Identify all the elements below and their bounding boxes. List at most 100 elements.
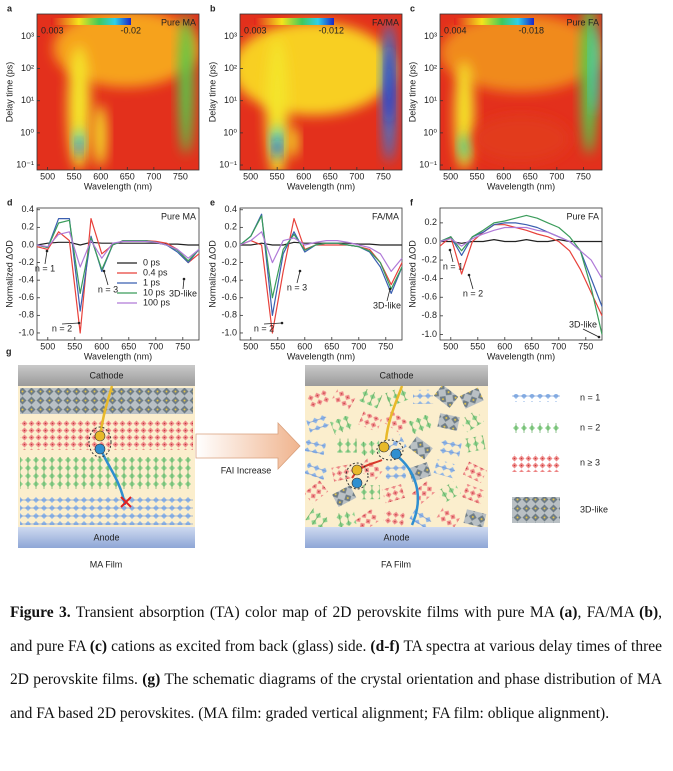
y-axis-label: Normalized ΔOD <box>407 240 417 308</box>
x-tick-label: 650 <box>324 341 339 351</box>
y-axis-label: Normalized ΔOD <box>207 240 217 308</box>
y-tick-label: 0.0 <box>224 239 237 249</box>
annotation-arrow <box>263 322 283 325</box>
x-tick-label: 750 <box>173 171 188 181</box>
colorbar <box>454 18 534 25</box>
series-line <box>440 239 602 244</box>
x-tick-label: 550 <box>67 171 82 181</box>
heatmap-feature <box>385 45 393 124</box>
panel-title: Pure FA <box>566 211 599 221</box>
y-tick-label: -0.6 <box>18 292 34 302</box>
crystal-domain <box>305 437 327 455</box>
hole-path <box>384 385 404 441</box>
y-tick-label: 0.2 <box>224 222 237 232</box>
y-axis-label: Delay time (ps) <box>207 62 217 123</box>
panel-label: e <box>210 197 215 207</box>
y-tick-label: 10⁻¹ <box>219 159 237 169</box>
crystal-domain <box>305 460 329 480</box>
x-tick-label: 650 <box>523 171 538 181</box>
crystal-domain <box>332 485 357 508</box>
series-line <box>439 214 603 335</box>
legend-swatch <box>512 497 560 523</box>
crystal-domain <box>463 435 486 453</box>
x-tick-label: 650 <box>121 341 136 351</box>
x-tick-label: 550 <box>470 171 485 181</box>
anode-label: Anode <box>383 532 409 542</box>
y-tick-label: 0.2 <box>424 217 437 227</box>
crystal-domain <box>382 434 407 457</box>
panel-label: f <box>410 197 414 207</box>
colorbar <box>51 18 131 25</box>
heatmap <box>240 14 402 170</box>
legend-label: 0.4 ps <box>143 267 168 277</box>
series-line <box>239 231 403 272</box>
annotation-arrow <box>44 250 48 265</box>
heatmap-feature <box>67 45 91 170</box>
annotation: n = 1 <box>35 263 55 273</box>
annotation: n = 2 <box>52 323 72 333</box>
y-tick-label: 10³ <box>424 31 437 41</box>
panel-label: d <box>7 197 13 207</box>
y-tick-label: 10² <box>424 63 437 73</box>
annotation-head <box>280 321 284 325</box>
panel-label: a <box>7 3 13 13</box>
caption-text: (a) <box>559 604 578 621</box>
x-tick-label: 500 <box>243 171 258 181</box>
annotation-arrow <box>449 249 454 263</box>
hole <box>378 441 390 453</box>
x-tick-label: 700 <box>551 341 566 351</box>
y-tick-label: 10³ <box>21 31 34 41</box>
panel-title: Pure MA <box>161 211 196 221</box>
y-tick-label: 10¹ <box>224 95 237 105</box>
panel-title: FA/MA <box>372 17 399 27</box>
panel-title: FA/MA <box>372 211 399 221</box>
cathode-label: Cathode <box>379 370 413 380</box>
crystal-domain <box>385 465 406 480</box>
y-tick-label: 10² <box>21 63 34 73</box>
annotation: n = 3 <box>287 282 307 292</box>
y-tick-label: -0.8 <box>421 310 437 320</box>
crystal-domain <box>336 438 357 453</box>
y-tick-label: -1.0 <box>221 327 237 337</box>
panel-title: Pure MA <box>161 17 196 27</box>
x-tick-label: 750 <box>378 341 393 351</box>
y-tick-label: -0.2 <box>221 257 237 267</box>
y-tick-label: -0.6 <box>421 292 437 302</box>
plot-frame <box>36 207 200 341</box>
electron <box>94 443 106 455</box>
y-tick-label: -1.0 <box>421 329 437 339</box>
series-line <box>439 226 603 279</box>
x-axis-label: Wavelength (nm) <box>287 351 355 361</box>
crystal-domain <box>355 508 380 527</box>
y-tick-label: 10¹ <box>424 95 437 105</box>
x-tick-label: 600 <box>297 341 312 351</box>
heatmap-feature <box>274 140 281 156</box>
x-tick-label: 500 <box>40 171 55 181</box>
series-line <box>36 218 200 334</box>
legend-label: 100 ps <box>143 297 171 307</box>
crystal-domain <box>331 387 356 410</box>
plot-frame <box>439 13 603 171</box>
annotation: 3D-like <box>569 319 597 329</box>
hole-path <box>351 459 383 479</box>
legend-label: n ≥ 3 <box>580 457 600 467</box>
x-axis-label: Wavelength (nm) <box>287 181 355 191</box>
x-tick-label: 500 <box>40 341 55 351</box>
x-tick-label: 600 <box>496 171 511 181</box>
crystal-domain <box>381 484 405 504</box>
crystal-domain <box>359 440 381 457</box>
legend-swatch <box>512 394 560 402</box>
x-tick-label: 600 <box>296 171 311 181</box>
x-axis-label: Wavelength (nm) <box>84 351 152 361</box>
y-axis-label: Normalized ΔOD <box>4 240 14 308</box>
electron <box>390 448 402 460</box>
annotation: n = 3 <box>98 284 118 294</box>
crystal-domain <box>439 439 462 458</box>
x-axis-label: Wavelength (nm) <box>84 181 152 191</box>
crystal-domain <box>408 436 433 460</box>
plot-frame <box>239 13 403 171</box>
crystal-domain <box>435 506 461 527</box>
x-tick-label: 600 <box>93 171 108 181</box>
y-tick-label: -0.8 <box>221 310 237 320</box>
legend-label: 3D-like <box>580 504 608 514</box>
